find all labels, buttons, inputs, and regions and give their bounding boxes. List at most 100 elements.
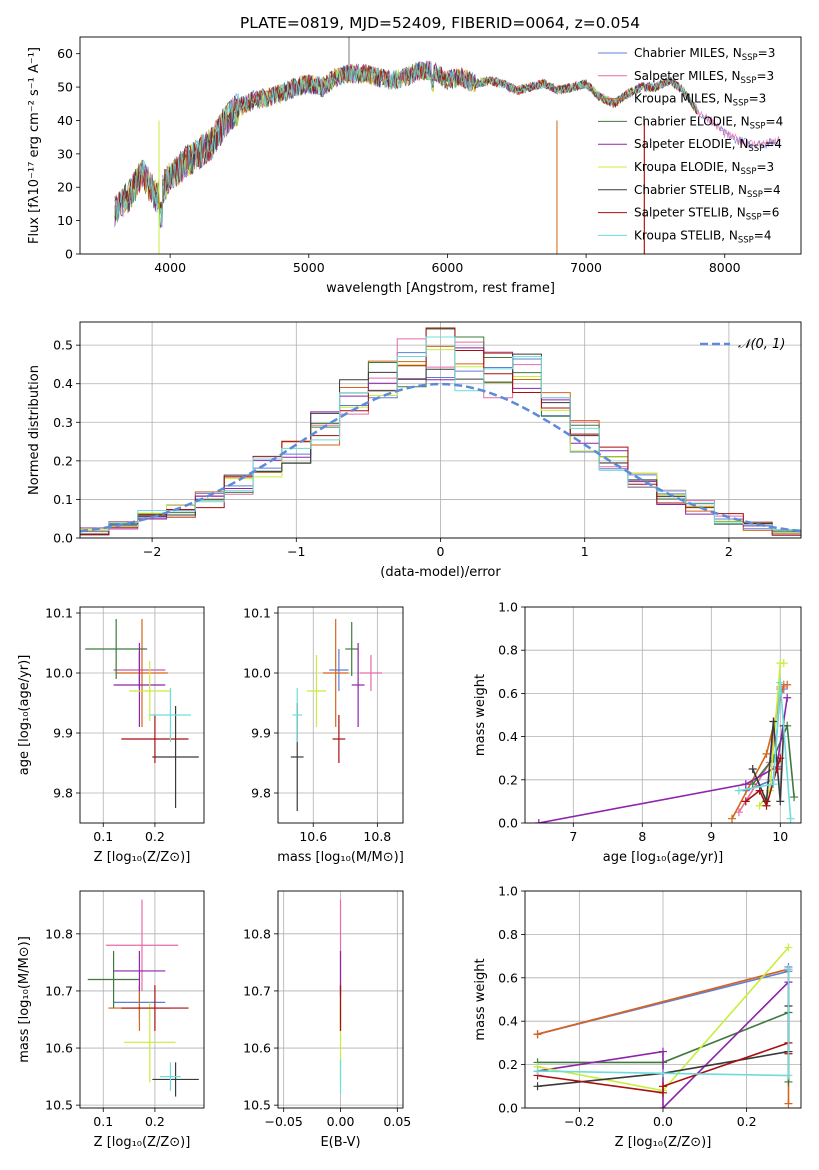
legend-sep: , N	[716, 92, 733, 106]
x-tick-label: 4000	[154, 260, 186, 275]
legend-eq: =	[749, 92, 759, 106]
weight-marker	[659, 1069, 667, 1078]
weight_vs_Z-plot-area	[533, 943, 793, 1108]
y-tick-label: 50	[57, 80, 73, 95]
weight-marker	[534, 819, 543, 823]
weight_vs_age-plot-area	[534, 659, 799, 823]
legend-nssp: 3	[767, 160, 775, 174]
figure-title: PLATE=0819, MJD=52409, FIBERID=0064, z=0…	[240, 14, 640, 32]
y-tick-label: 0.1	[53, 492, 73, 507]
legend-sep: , N	[730, 183, 747, 197]
y-tick-label: 0.0	[498, 816, 518, 831]
legend-series-name: Kroupa MILES	[634, 92, 716, 106]
weight-marker	[659, 1082, 667, 1091]
legend-label: Kroupa MILES, NSSP=3	[634, 92, 766, 109]
legend-sep: , N	[733, 114, 750, 128]
y-tick-label: 1.0	[498, 884, 518, 899]
legend-series-name: Salpeter ELODIE	[634, 137, 732, 151]
weight-marker	[762, 749, 771, 758]
x-axis-label: E(B-V)	[320, 1135, 360, 1150]
x-tick-label: 8000	[709, 260, 741, 275]
legend-subscript: SSP	[741, 167, 757, 177]
weight-marker	[784, 965, 793, 974]
legend-nssp: 3	[768, 46, 776, 60]
weight-marker	[776, 754, 785, 763]
x-tick-label: 10.8	[363, 829, 391, 844]
x-tick-label: 5000	[293, 260, 325, 275]
weight-marker	[741, 797, 750, 806]
y-tick-label: 0.3	[53, 415, 73, 430]
weight-marker	[779, 659, 788, 668]
mass_vs_Z-frame	[79, 890, 205, 1109]
age_vs_mass-plot-area	[290, 619, 383, 811]
legend-series-name: Salpeter MILES	[634, 69, 724, 83]
residuals-plot-area	[80, 327, 801, 538]
histogram-step	[80, 336, 801, 538]
weight-marker	[769, 717, 778, 726]
x-tick-label: 0	[437, 544, 445, 559]
legend-series-name: Chabrier STELIB	[634, 183, 730, 197]
weight-marker	[755, 801, 764, 810]
weight-marker	[776, 797, 785, 806]
y-tick-label: 0.2	[498, 772, 518, 787]
y-tick-label: 0.2	[53, 453, 73, 468]
age_vs_mass-axes: 10.6 10.8 9.8 9.9 10.0 10.1 mass [log₁₀(M/M⊙)]	[243, 606, 404, 866]
y-tick-label: 0.6	[498, 970, 518, 985]
weight-marker	[533, 1082, 542, 1091]
y-tick-label: 0.8	[498, 927, 518, 942]
legend-subscript: SSP	[738, 235, 754, 245]
weight-marker	[533, 1067, 542, 1076]
y-tick-label: 20	[57, 180, 73, 195]
y-tick-label: 10	[57, 213, 73, 228]
x-tick-label: 7000	[570, 260, 602, 275]
x-tick-label: 0.2	[145, 829, 165, 844]
y-tick-label: 0.4	[53, 376, 73, 391]
legend-label: Chabrier STELIB, NSSP=4	[634, 183, 781, 200]
spectrum-axes: 4000 5000 6000 7000 8000 0 10 20 30 40 50 60 wavelen…	[27, 46, 741, 296]
legend-sep: , N	[721, 228, 738, 242]
legend-series-name: Chabrier ELODIE	[634, 114, 733, 128]
legend-eq: =	[762, 206, 772, 220]
weight-line	[738, 682, 792, 819]
x-tick-label: 0.1	[93, 829, 113, 844]
legend-subscript: SSP	[748, 144, 764, 154]
legend-nssp: 4	[773, 183, 781, 197]
legend-sep: , N	[725, 46, 742, 60]
legend-label: 𝒩(0, 1)	[738, 337, 785, 352]
normal-curve	[80, 382, 801, 533]
legend-series-name: Kroupa STELIB	[634, 228, 721, 242]
x-axis-label: wavelength [Angstrom, rest frame]	[326, 281, 555, 296]
weight_vs_Z-frame	[524, 890, 802, 1109]
x-axis-label: age [log₁₀(age/yr)]	[603, 850, 724, 865]
weight-marker	[734, 786, 743, 795]
legend-eq: =	[758, 46, 768, 60]
y-tick-label: 10.1	[45, 606, 73, 621]
x-tick-label: −0.2	[564, 1114, 594, 1129]
legend-subscript: SSP	[746, 213, 762, 223]
y-tick-label: 10.1	[243, 606, 271, 621]
y-tick-label: 10.8	[45, 926, 73, 941]
legend-nssp: 3	[767, 69, 775, 83]
y-tick-label: 10.0	[243, 666, 271, 681]
y-tick-label: 40	[57, 113, 73, 128]
legend-label: Salpeter MILES, NSSP=3	[634, 69, 774, 86]
y-tick-label: 30	[57, 146, 73, 161]
weight-marker	[783, 680, 792, 689]
weight-marker	[755, 786, 764, 795]
legend-sep: , N	[732, 137, 749, 151]
spectrum-frame	[79, 36, 802, 255]
weight-marker	[728, 814, 736, 823]
y-axis-label: Normed distribution	[27, 365, 42, 495]
legend-label: Kroupa STELIB, NSSP=4	[634, 228, 772, 245]
weight_vs_age-axes: 7 8 9 10 0.0 0.2 0.4 0.6 0.8 1.0 age [log₁₀(age/yr…	[473, 600, 801, 865]
legend-series-name: Kroupa ELODIE	[634, 160, 724, 174]
weight-marker	[784, 943, 793, 952]
x-tick-label: 6000	[432, 260, 464, 275]
residuals-axes: −2 −1 0 1 2 0.0 0.1 0.2 0.3 0.4 0.5 (data-model)/er…	[27, 322, 801, 580]
y-tick-label: 10.0	[45, 666, 73, 681]
residuals-frame	[79, 321, 802, 539]
y-tick-label: 9.8	[53, 786, 73, 801]
y-tick-label: 9.9	[251, 726, 271, 741]
legend-series-name: Salpeter STELIB	[634, 206, 729, 220]
